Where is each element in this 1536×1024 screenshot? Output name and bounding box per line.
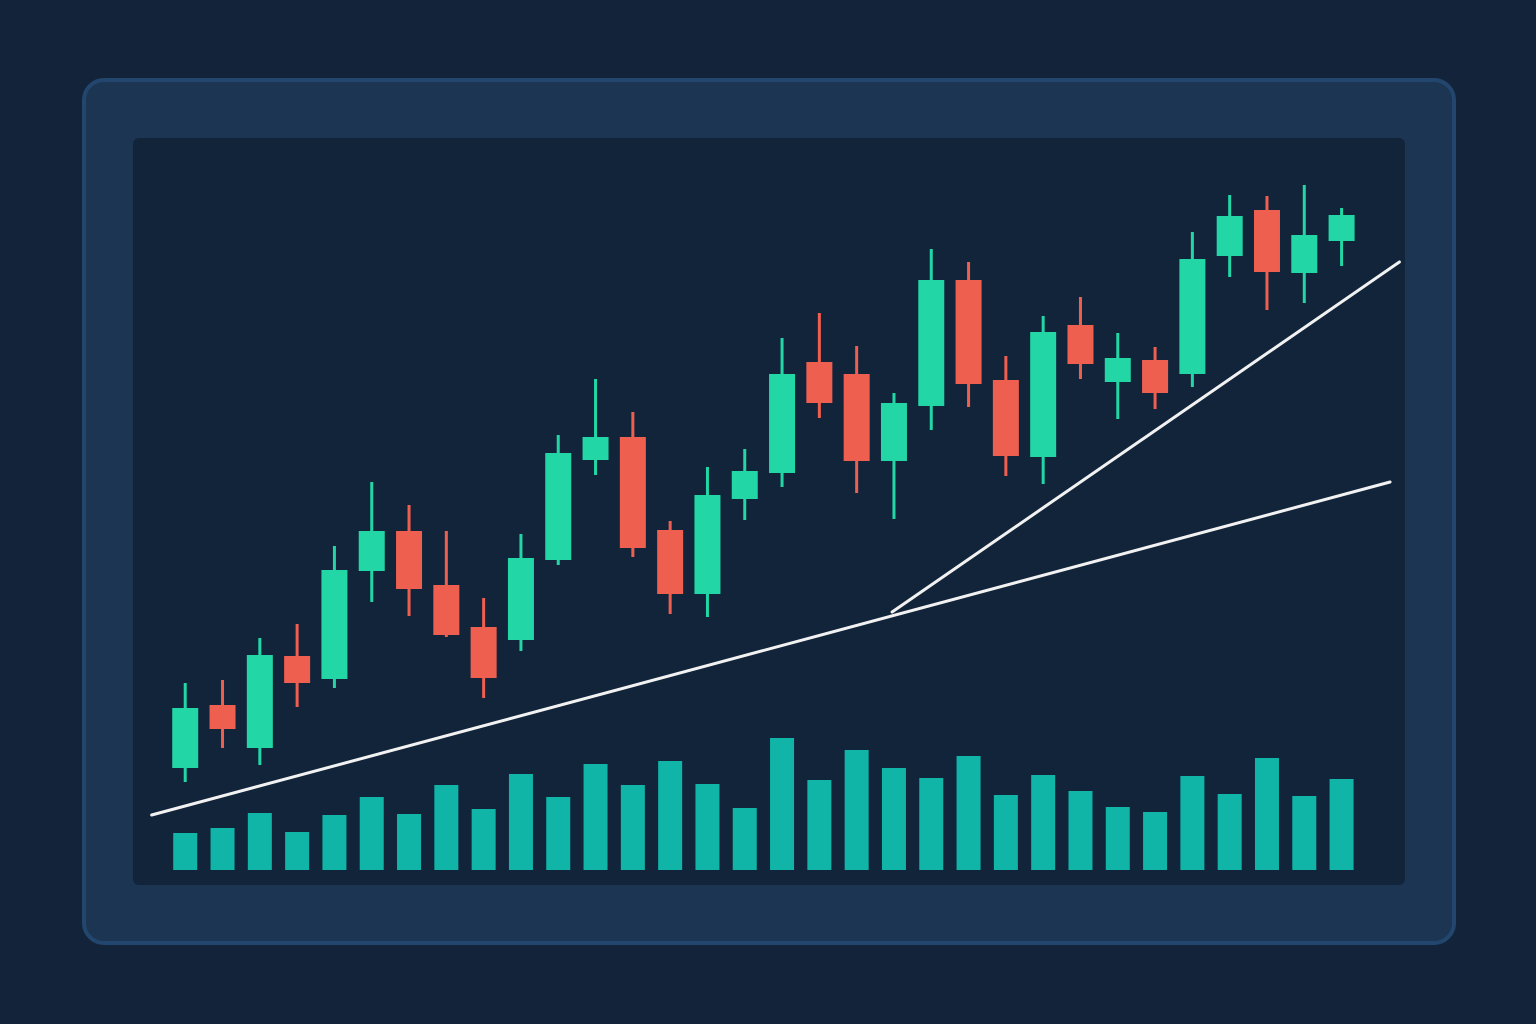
- candle-body: [507, 558, 534, 640]
- candle-body: [1142, 360, 1169, 393]
- candle-body: [955, 280, 982, 384]
- volume-bar: [956, 756, 981, 870]
- volume-bar: [359, 797, 384, 870]
- candle-body: [843, 374, 870, 461]
- candle-body: [582, 437, 609, 460]
- candle-body: [358, 531, 385, 571]
- volume-bar: [1329, 779, 1354, 870]
- candle-body: [918, 280, 945, 406]
- candle-body: [1030, 332, 1057, 457]
- volume-bar: [1031, 775, 1056, 870]
- candle-body: [470, 627, 497, 678]
- volume-bar: [1292, 796, 1317, 870]
- candle-body: [172, 708, 199, 768]
- candle-body: [657, 530, 684, 594]
- volume-bar: [247, 813, 272, 870]
- trend-line: [890, 260, 1401, 614]
- candle-body: [1104, 358, 1131, 382]
- candle-body: [619, 437, 646, 548]
- candle-body: [321, 570, 348, 679]
- volume-bar: [919, 778, 944, 870]
- volume-bar: [546, 797, 571, 870]
- candle-body: [731, 471, 758, 499]
- volume-bar: [285, 832, 310, 870]
- volume-bar: [658, 761, 683, 870]
- candle-body: [284, 656, 311, 683]
- candle-body: [992, 380, 1019, 456]
- candle-body: [1067, 325, 1094, 364]
- trend-line: [150, 480, 1392, 817]
- volume-bar: [993, 795, 1018, 870]
- candle-body: [806, 362, 833, 403]
- candle-body: [694, 495, 721, 594]
- volume-bar: [732, 808, 757, 870]
- candle-body: [880, 403, 907, 461]
- plot-panel: [133, 138, 1405, 885]
- volume-bar: [1143, 812, 1168, 870]
- volume-bar: [695, 784, 720, 870]
- volume-bar: [322, 815, 347, 870]
- volume-bar: [620, 785, 645, 870]
- candle-body: [769, 374, 796, 473]
- volume-bar: [1217, 794, 1242, 870]
- candle-body: [246, 655, 273, 748]
- volume-bar: [1068, 791, 1093, 870]
- candle-body: [1291, 235, 1318, 273]
- volume-bar: [471, 809, 496, 870]
- candle-body: [1253, 210, 1280, 272]
- volume-bar: [434, 785, 459, 870]
- candle-body: [209, 705, 236, 729]
- volume-bar: [1105, 807, 1130, 870]
- volume-bar: [881, 768, 906, 870]
- candle-body: [545, 453, 572, 560]
- candle-body: [1179, 259, 1206, 374]
- volume-bar: [807, 780, 832, 870]
- volume-bar: [844, 750, 869, 870]
- candle-body: [433, 585, 460, 635]
- volume-bar: [508, 774, 533, 870]
- volume-bar: [210, 828, 235, 870]
- volume-bar: [770, 738, 795, 870]
- candle-body: [1328, 215, 1355, 241]
- volume-bar: [583, 764, 608, 870]
- volume-bar: [1254, 758, 1279, 870]
- volume-bar: [1180, 776, 1205, 870]
- candle-body: [1216, 216, 1243, 256]
- volume-bar: [173, 833, 198, 870]
- candle-body: [396, 531, 423, 589]
- volume-bar: [397, 814, 422, 870]
